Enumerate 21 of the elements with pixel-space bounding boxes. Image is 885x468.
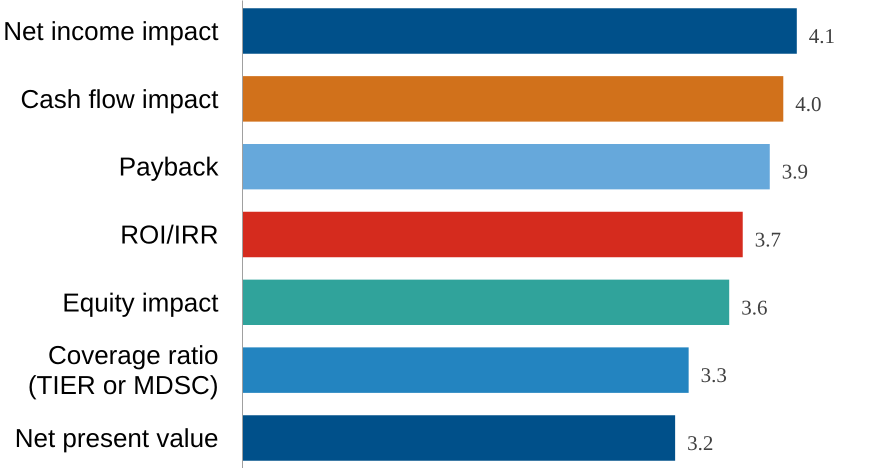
y-tick-label: Net present value: [14, 422, 219, 453]
y-tick-label: Equity impact: [62, 287, 220, 318]
bar: [242, 8, 797, 54]
data-label: 4.1: [808, 24, 836, 48]
bar: [242, 280, 730, 326]
bar: [242, 415, 676, 461]
data-label: 4.0: [795, 92, 822, 116]
bar: [242, 76, 784, 122]
data-label: 3.9: [782, 160, 808, 184]
bar: [242, 144, 770, 190]
data-label: 3.7: [754, 228, 781, 252]
y-tick-label: Coverage ratio (TIER or MDSC): [28, 340, 219, 400]
data-label: 3.2: [687, 430, 714, 455]
y-tick-label: Payback: [118, 152, 220, 182]
y-tick-label: ROI/IRR: [120, 220, 219, 250]
data-label: 3.6: [741, 295, 768, 320]
data-label: 3.3: [700, 363, 727, 388]
bar: [242, 212, 743, 258]
y-tick-label: Net income impact: [3, 16, 220, 46]
y-tick-label: Cash flow impact: [20, 84, 220, 114]
bar: [242, 347, 689, 393]
